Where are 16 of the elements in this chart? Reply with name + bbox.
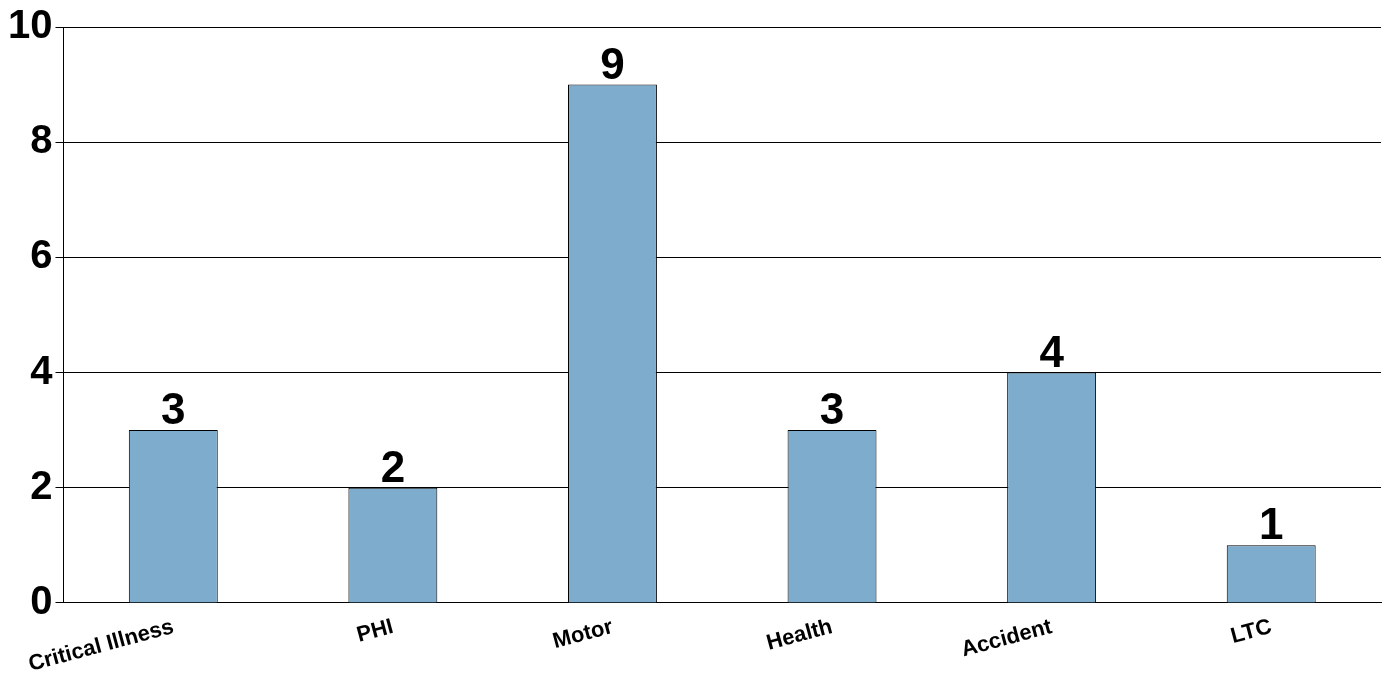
x-tick-label: Health (763, 613, 835, 655)
x-tick-label: PHI (353, 613, 396, 647)
data-label: 4 (1039, 326, 1065, 376)
data-label: 9 (600, 38, 625, 88)
data-label: 3 (819, 384, 845, 434)
data-label: 1 (1258, 499, 1284, 549)
x-tick-label: Motor (549, 613, 616, 654)
y-tick-label: 6 (30, 232, 53, 277)
data-label: 3 (161, 384, 186, 434)
x-tick-label: LTC (1227, 613, 1275, 648)
y-tick-label: 10 (7, 2, 53, 47)
x-tick-label: Accident (958, 613, 1056, 662)
y-tick-label: 2 (30, 462, 53, 507)
y-tick-label: 8 (30, 117, 53, 162)
y-tick-label: 4 (30, 347, 54, 392)
data-label: 2 (380, 441, 406, 491)
